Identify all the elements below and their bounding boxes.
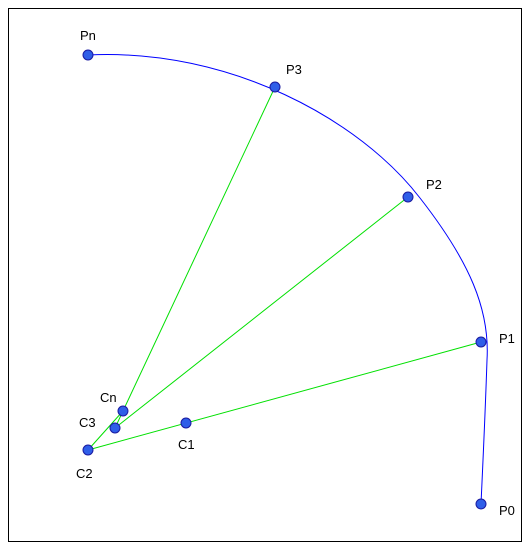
label-c3: C3 bbox=[79, 415, 96, 430]
line-c3-p2 bbox=[114, 196, 409, 429]
points bbox=[82, 49, 487, 510]
label-c1: C1 bbox=[178, 437, 195, 452]
arc-curve bbox=[87, 54, 488, 505]
line-c2-p1 bbox=[87, 341, 482, 451]
point-p0 bbox=[475, 498, 487, 510]
label-p1: P1 bbox=[499, 331, 515, 346]
point-p2 bbox=[402, 191, 414, 203]
label-p0: P0 bbox=[499, 503, 515, 518]
label-c2: C2 bbox=[76, 466, 93, 481]
point-c3 bbox=[109, 422, 121, 434]
point-c2 bbox=[82, 444, 94, 456]
label-p2: P2 bbox=[426, 177, 442, 192]
label-cn: Cn bbox=[100, 390, 117, 405]
line-cn-p3 bbox=[114, 86, 276, 429]
point-cn bbox=[117, 405, 129, 417]
point-c1 bbox=[180, 417, 192, 429]
point-pn bbox=[82, 49, 94, 61]
point-p3 bbox=[269, 81, 281, 93]
plot-frame bbox=[8, 8, 522, 542]
label-pn: Pn bbox=[80, 28, 96, 43]
label-p3: P3 bbox=[286, 62, 302, 77]
line-c2-cn bbox=[87, 410, 124, 451]
point-p1 bbox=[475, 336, 487, 348]
